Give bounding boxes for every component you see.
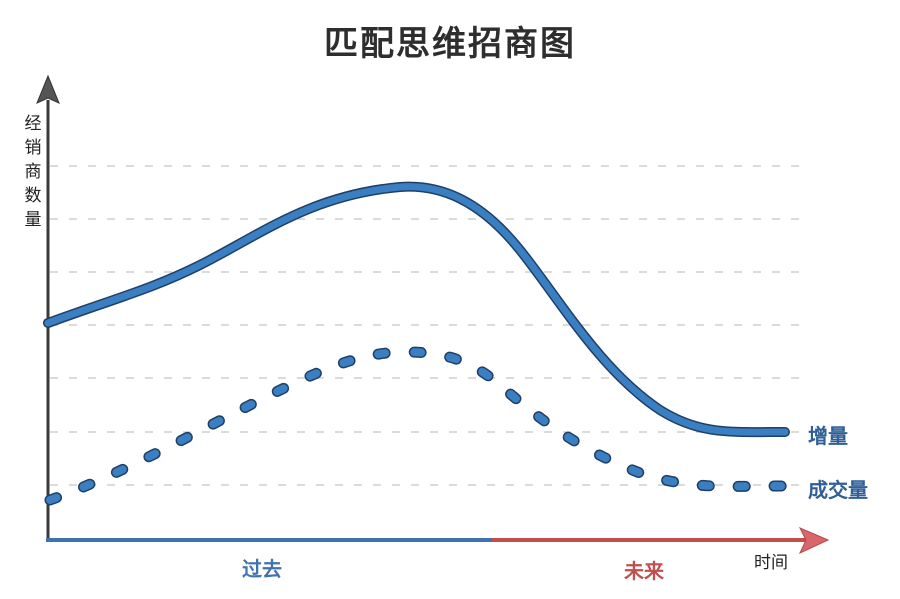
era-label-past: 过去: [242, 557, 282, 581]
series-label-deal-volume: 成交量: [808, 478, 868, 502]
y-axis-label: 经销商数量: [24, 114, 42, 230]
line-increment: [43, 181, 790, 438]
x-axis-label: 时间: [754, 553, 788, 573]
gridlines: [50, 165, 800, 486]
x-axis: [46, 527, 830, 555]
line-deal-volume: [44, 346, 791, 506]
y-axis-arrow-icon: [36, 74, 60, 104]
series-label-increment: 增量: [808, 424, 848, 448]
chart-title: 匹配思维招商图: [324, 24, 576, 64]
era-label-future: 未来: [624, 559, 664, 583]
x-axis-arrow-icon: [798, 527, 830, 555]
